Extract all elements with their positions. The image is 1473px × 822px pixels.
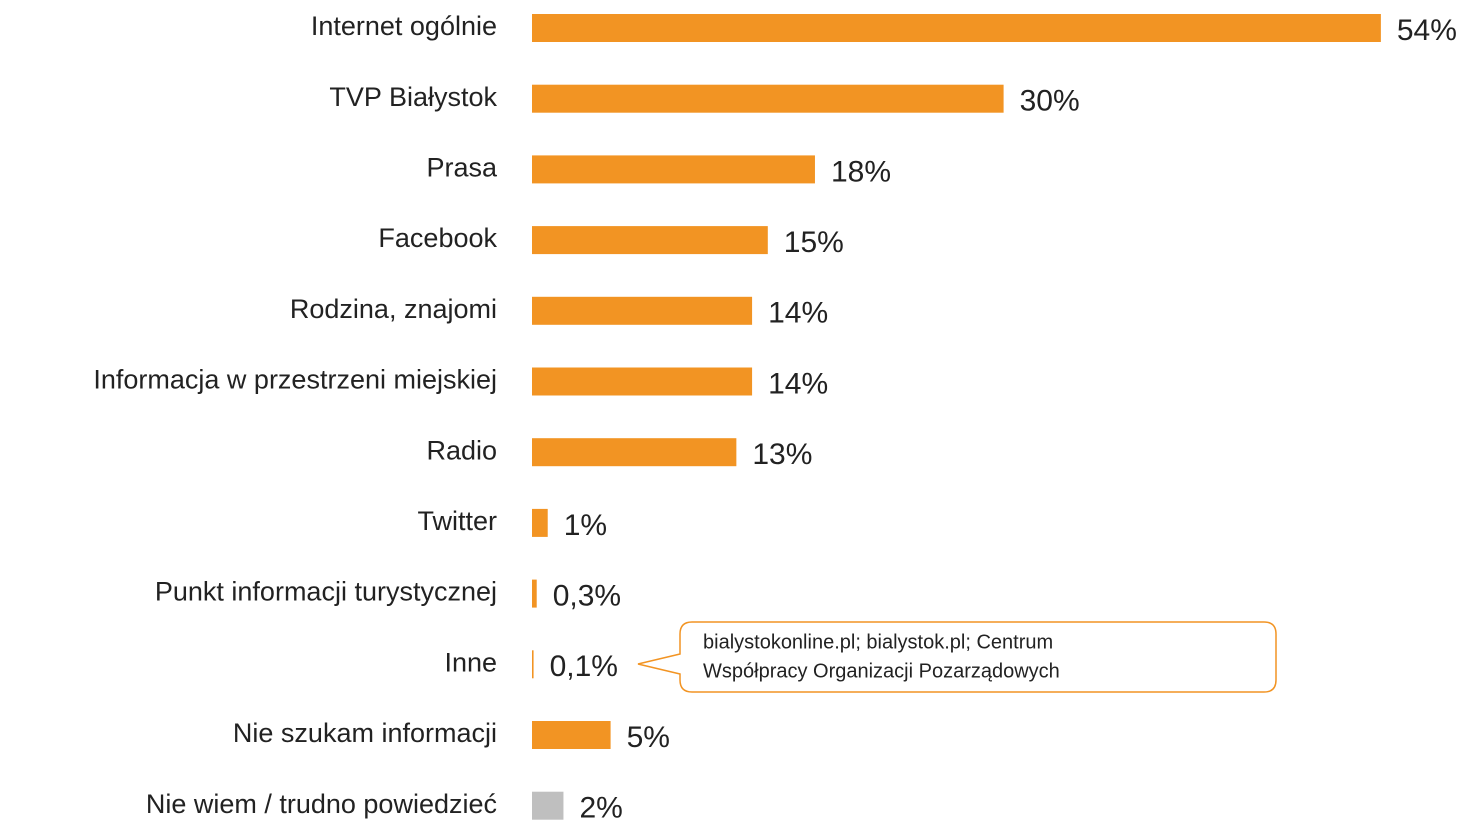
value-label: 2% bbox=[579, 792, 622, 822]
category-label: Internet ogólnie bbox=[311, 11, 497, 41]
bar bbox=[532, 14, 1381, 42]
annotation-line: bialystokonline.pl; bialystok.pl; Centru… bbox=[703, 631, 1053, 653]
value-label: 0,3% bbox=[553, 580, 621, 613]
bar bbox=[532, 721, 611, 749]
category-label: Prasa bbox=[426, 153, 498, 183]
bar bbox=[532, 579, 537, 608]
category-label: Inne bbox=[444, 647, 497, 677]
bar bbox=[532, 650, 534, 679]
bar bbox=[532, 226, 768, 255]
bar bbox=[532, 367, 753, 396]
category-label: Facebook bbox=[378, 223, 497, 253]
category-label: TVP Białystok bbox=[329, 82, 497, 112]
category-label: Informacja w przestrzeni miejskiej bbox=[93, 365, 497, 395]
value-label: 14% bbox=[768, 297, 828, 330]
annotation-line: Współpracy Organizacji Pozarządowych bbox=[703, 660, 1060, 682]
value-label: 5% bbox=[627, 721, 670, 754]
value-label: 30% bbox=[1020, 85, 1080, 118]
bar bbox=[532, 508, 548, 537]
value-label: 18% bbox=[831, 155, 891, 188]
value-label: 1% bbox=[564, 509, 607, 542]
value-label: 54% bbox=[1397, 14, 1457, 47]
category-label: Nie wiem / trudno powiedzieć bbox=[146, 789, 497, 819]
value-label: 0,1% bbox=[550, 650, 618, 683]
bar bbox=[532, 791, 564, 820]
category-label: Twitter bbox=[417, 506, 497, 536]
bar bbox=[532, 438, 737, 467]
value-label: 15% bbox=[784, 226, 844, 259]
bar bbox=[532, 296, 753, 325]
category-label: Nie szukam informacji bbox=[233, 718, 497, 748]
category-label: Punkt informacji turystycznej bbox=[155, 577, 497, 607]
bar bbox=[532, 155, 815, 184]
category-label: Rodzina, znajomi bbox=[290, 294, 497, 324]
category-label: Radio bbox=[426, 435, 497, 465]
value-label: 13% bbox=[752, 438, 812, 471]
value-label: 14% bbox=[768, 367, 828, 400]
bar bbox=[532, 84, 1004, 113]
callout bbox=[637, 621, 1277, 693]
